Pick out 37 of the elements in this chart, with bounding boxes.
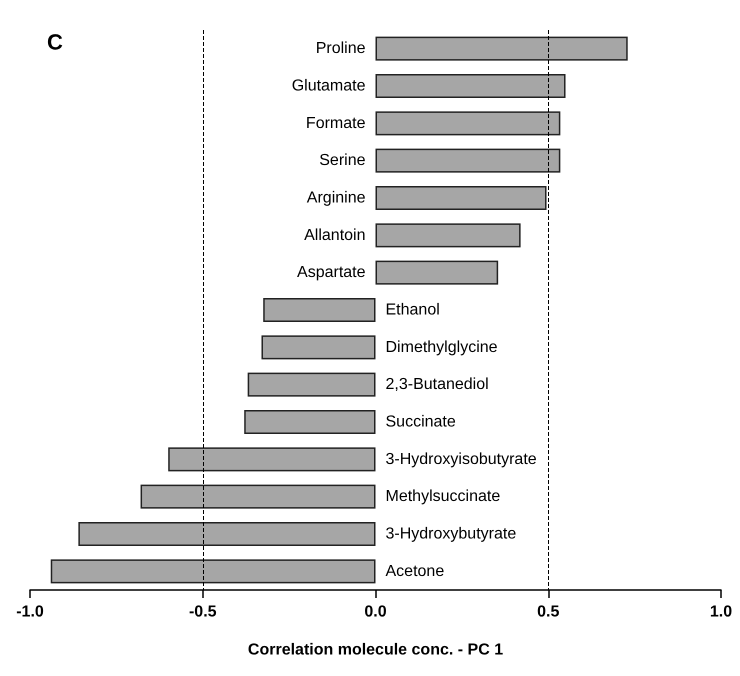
bar bbox=[376, 111, 560, 136]
bar bbox=[78, 522, 376, 546]
y-tick-label: Proline bbox=[316, 40, 366, 58]
bar bbox=[376, 36, 628, 61]
bar bbox=[248, 372, 376, 397]
bar bbox=[376, 74, 566, 98]
y-tick-label: Aspartate bbox=[297, 264, 366, 282]
bar bbox=[261, 335, 376, 360]
y-tick-label: Arginine bbox=[306, 190, 366, 206]
bar bbox=[376, 148, 560, 173]
bar bbox=[50, 559, 376, 584]
y-tick-label: Acetone bbox=[386, 562, 444, 580]
bar bbox=[376, 223, 521, 248]
bar bbox=[140, 484, 376, 509]
y-tick-label: Formate bbox=[306, 114, 366, 132]
x-tick-label: 0.0 bbox=[364, 604, 387, 620]
y-tick-label: Ethanol bbox=[386, 302, 440, 318]
y-tick-label: 3-Hydroxyisobutyrate bbox=[386, 450, 537, 468]
bar bbox=[376, 260, 498, 285]
y-tick-label: 2,3-Butanediol bbox=[386, 376, 489, 394]
x-tick-label: -0.5 bbox=[188, 604, 217, 620]
bar bbox=[376, 186, 547, 210]
y-tick-label: Glutamate bbox=[292, 78, 366, 94]
y-tick-label: Methylsuccinate bbox=[386, 488, 500, 506]
y-tick-label: Serine bbox=[319, 152, 366, 170]
x-tick-label: -1.0 bbox=[16, 604, 44, 620]
y-tick-label: Allantoin bbox=[304, 226, 366, 244]
chart-title: C bbox=[47, 30, 63, 54]
y-tick-label: 3-Hydroxybutyrate bbox=[386, 526, 516, 542]
x-tick-label: 0.5 bbox=[537, 604, 560, 620]
bar bbox=[244, 410, 376, 434]
y-tick-label: Succinate bbox=[386, 414, 456, 430]
x-axis-title: Correlation molecule conc. - PC 1 bbox=[248, 642, 504, 658]
x-tick-label: 1.0 bbox=[710, 604, 732, 620]
y-tick-label: Dimethylglycine bbox=[386, 338, 498, 356]
bar bbox=[263, 298, 376, 322]
bar bbox=[168, 447, 376, 472]
